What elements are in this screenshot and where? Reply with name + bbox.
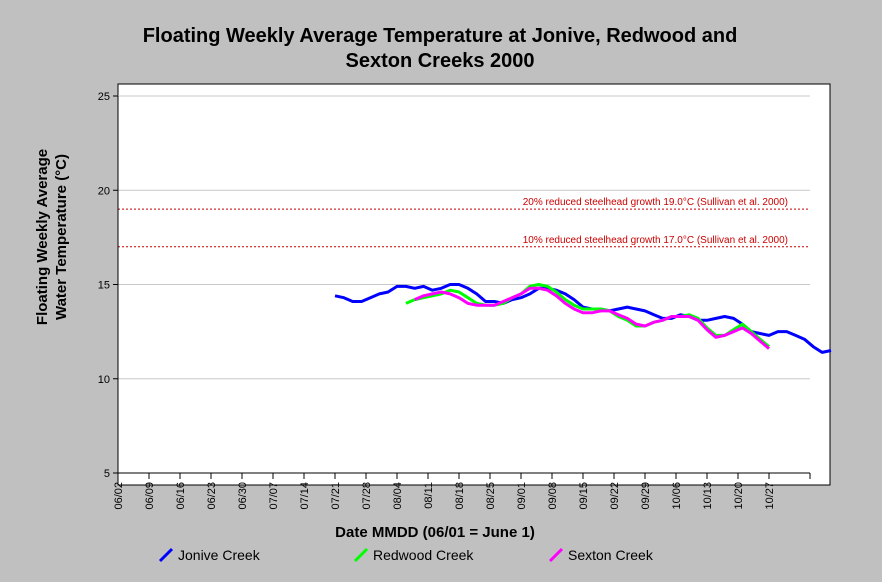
legend-entry: Sexton Creek: [568, 547, 654, 563]
y-axis-label-line2: Water Temperature (°C): [53, 154, 70, 320]
x-tick-label: 09/29: [640, 482, 652, 510]
x-tick-label: 07/14: [299, 482, 311, 510]
x-tick-label: 06/02: [113, 482, 125, 510]
x-tick-label: 08/18: [454, 482, 466, 510]
y-tick-label: 5: [104, 468, 110, 480]
x-tick-label: 09/15: [578, 482, 590, 510]
x-tick-label: 09/08: [547, 482, 559, 510]
x-tick-label: 06/09: [144, 482, 156, 510]
x-tick-label: 10/13: [702, 482, 714, 510]
y-tick-label: 10: [98, 374, 110, 386]
x-tick-label: 10/20: [733, 482, 745, 510]
x-tick-label: 07/07: [268, 482, 280, 510]
y-tick-label: 25: [98, 91, 110, 103]
x-tick-label: 08/04: [392, 482, 404, 510]
x-tick-label: 10/06: [671, 482, 683, 510]
x-tick-label: 07/28: [361, 482, 373, 510]
series-line-sexton-creek: [414, 286, 770, 350]
y-tick-label: 20: [98, 185, 110, 197]
legend-swatch: [548, 547, 564, 563]
reference-line-label: 20% reduced steelhead growth 19.0°C (Sul…: [523, 197, 788, 208]
chart-title-line2: Sexton Creeks 2000: [345, 50, 534, 72]
legend-entry: Redwood Creek: [373, 547, 474, 563]
legend-swatch: [353, 547, 369, 563]
x-tick-label: 08/25: [485, 482, 497, 510]
x-tick-label: 06/16: [175, 482, 187, 510]
series-lines: [334, 283, 832, 354]
reference-line-label: 10% reduced steelhead growth 17.0°C (Sul…: [523, 235, 788, 246]
y-tick-label: 15: [98, 280, 110, 292]
y-axis-ticks: 5 10 15 20 25: [98, 91, 118, 480]
x-axis-ticks: 06/02 06/09 06/16 06/23 06/30 07/07 07/14 07/21…: [113, 473, 811, 510]
x-tick-label: 08/11: [423, 482, 435, 509]
chart-title-line1: Floating Weekly Average Temperature at J…: [143, 25, 738, 47]
legend-entry: Jonive Creek: [178, 547, 261, 563]
x-tick-label: 06/23: [206, 482, 218, 510]
x-tick-label: 10/27: [764, 482, 776, 510]
legend: Jonive Creek Redwood Creek Sexton Creek: [158, 547, 654, 563]
legend-swatch: [158, 547, 174, 563]
reference-lines: 20% reduced steelhead growth 19.0°C (Sul…: [118, 197, 810, 248]
grid-lines: [118, 95, 810, 380]
x-tick-label: 06/30: [237, 482, 249, 510]
x-tick-label: 09/22: [609, 482, 621, 510]
y-axis-label-line1: Floating Weekly Average: [34, 149, 51, 325]
x-axis-label: Date MMDD (06/01 = June 1): [335, 524, 535, 541]
x-tick-label: 07/21: [330, 482, 342, 510]
x-tick-label: 09/01: [516, 482, 528, 510]
